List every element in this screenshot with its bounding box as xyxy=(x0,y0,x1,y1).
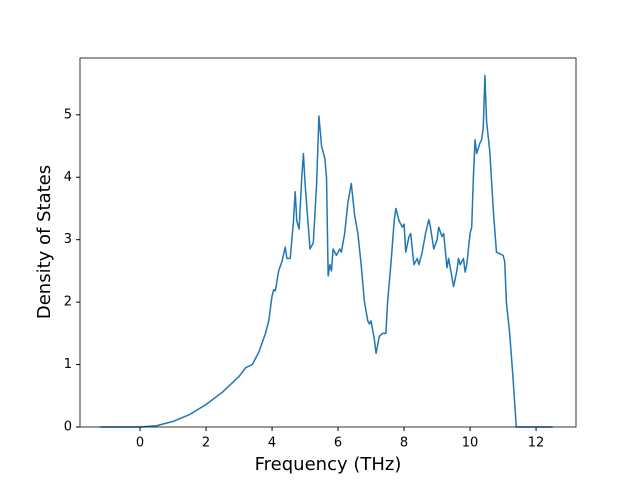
y-tick-label: 1 xyxy=(64,357,72,372)
y-tick-label: 0 xyxy=(64,420,72,435)
x-tick-label: 6 xyxy=(334,436,342,451)
x-axis-label: Frequency (THz) xyxy=(255,454,402,475)
y-tick-label: 4 xyxy=(64,170,72,185)
x-tick-label: 2 xyxy=(202,436,210,451)
y-tick-label: 3 xyxy=(64,232,72,247)
x-tick-label: 0 xyxy=(136,436,144,451)
x-tick-label: 8 xyxy=(400,436,408,451)
x-tick-label: 10 xyxy=(462,436,479,451)
plot-frame xyxy=(79,57,577,428)
x-tick-label: 12 xyxy=(528,436,545,451)
line xyxy=(100,74,553,428)
x-tick-label: 4 xyxy=(268,436,276,451)
y-tick-label: 5 xyxy=(64,107,72,122)
y-tick-label: 2 xyxy=(64,295,72,310)
y-axis-label: Density of States xyxy=(34,165,55,319)
